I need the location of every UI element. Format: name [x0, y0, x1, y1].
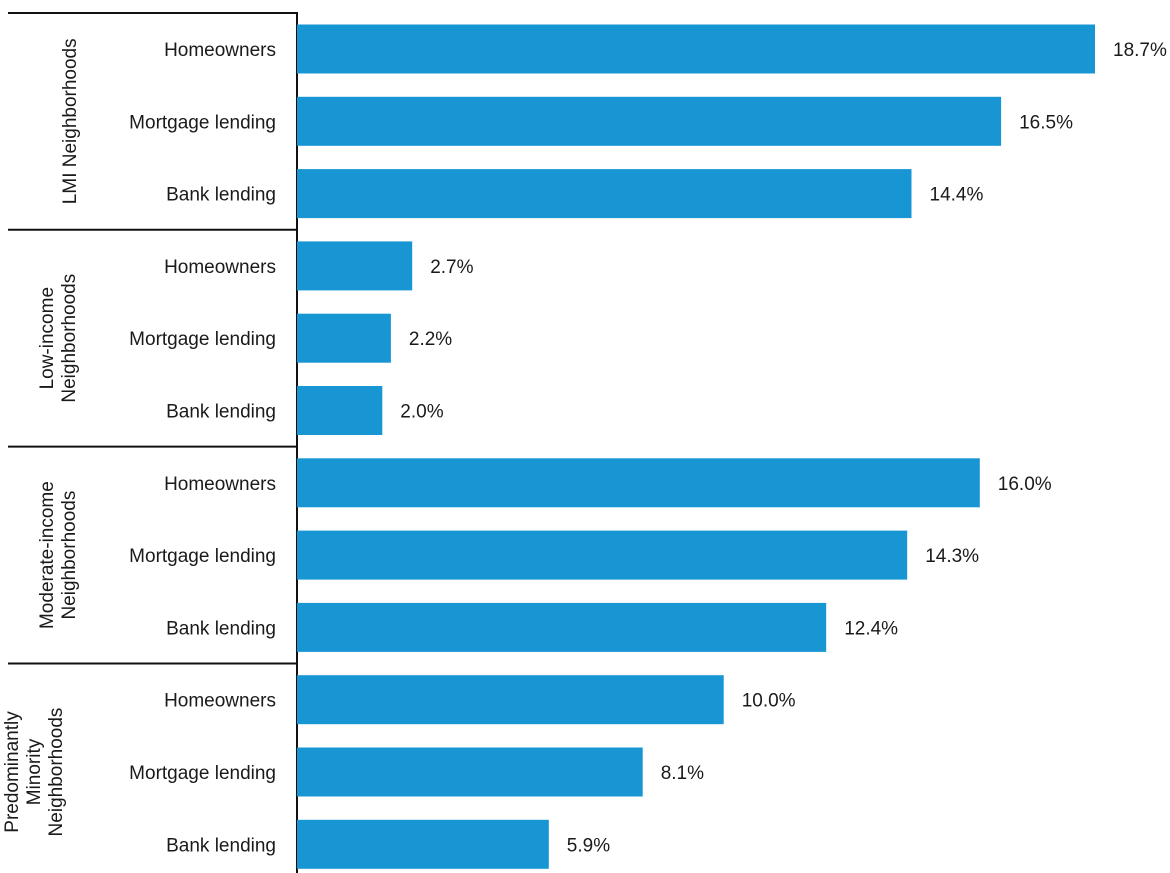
category-label-2-1: Mortgage lending [129, 546, 276, 567]
value-label-3-0: 10.0% [742, 691, 796, 712]
category-label-2-2: Bank lending [166, 618, 276, 639]
group-label-3: PredominantlyMinorityNeighborhoods [2, 708, 67, 837]
value-label-1-2: 2.0% [400, 402, 443, 423]
bar-2-1 [297, 530, 908, 580]
group-label-2: Moderate-incomeNeighborhoods [37, 481, 80, 629]
value-label-3-2: 5.9% [567, 835, 610, 856]
category-label-3-2: Bank lending [166, 835, 276, 856]
value-label-3-1: 8.1% [661, 763, 704, 784]
category-label-0-2: Bank lending [166, 185, 276, 206]
category-label-1-2: Bank lending [166, 402, 276, 423]
category-label-2-0: Homeowners [164, 474, 276, 495]
bar-1-2 [297, 386, 383, 435]
axis-layer [8, 12, 298, 873]
category-label-1-0: Homeowners [164, 257, 276, 278]
bars-layer [297, 24, 1095, 869]
value-label-2-1: 14.3% [925, 546, 979, 567]
group-label-line-1-0: Low-income [37, 287, 58, 389]
value-label-2-0: 16.0% [998, 474, 1052, 495]
value-label-0-0: 18.7% [1113, 40, 1167, 61]
labels-layer: Homeowners 18.7% Mortgage lending 16.5% Bank… [2, 38, 1167, 856]
bar-3-1 [297, 747, 643, 797]
group-label-line-3-2: Neighborhoods [46, 708, 67, 837]
bar-0-0 [297, 24, 1095, 74]
category-label-3-1: Mortgage lending [129, 763, 276, 784]
group-label-0: LMI Neighborhoods [60, 38, 81, 204]
category-label-3-0: Homeowners [164, 691, 276, 712]
value-label-2-2: 12.4% [844, 618, 898, 639]
value-label-1-0: 2.7% [430, 257, 473, 278]
group-label-line-2-1: Neighborhoods [59, 491, 80, 620]
bar-0-2 [297, 169, 912, 219]
bar-1-0 [297, 241, 413, 291]
group-label-line-3-1: Minority [24, 738, 45, 805]
bar-3-2 [297, 819, 549, 869]
value-label-0-1: 16.5% [1019, 112, 1073, 133]
bar-3-0 [297, 675, 724, 725]
group-label-line-3-0: Predominantly [2, 711, 23, 833]
bar-1-1 [297, 313, 391, 363]
bar-0-1 [297, 96, 1002, 146]
value-label-0-2: 14.4% [930, 185, 984, 206]
category-label-1-1: Mortgage lending [129, 329, 276, 350]
category-label-0-0: Homeowners [164, 40, 276, 61]
group-label-1: Low-incomeNeighborhoods [37, 274, 80, 403]
group-label-line-0-0: LMI Neighborhoods [60, 38, 81, 204]
group-label-line-2-0: Moderate-income [37, 481, 58, 629]
bar-2-2 [297, 602, 827, 652]
group-label-line-1-1: Neighborhoods [59, 274, 80, 403]
bar-2-0 [297, 458, 980, 508]
category-label-0-1: Mortgage lending [129, 112, 276, 133]
value-label-1-1: 2.2% [409, 329, 452, 350]
